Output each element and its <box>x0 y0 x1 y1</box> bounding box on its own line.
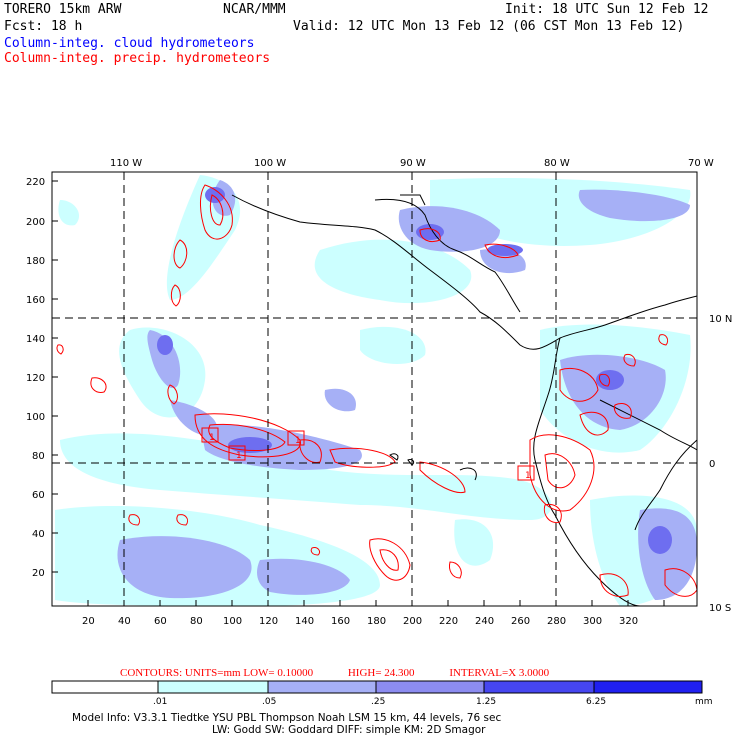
x-tick-label: 320 <box>619 616 638 627</box>
x-tick-label: 120 <box>259 616 278 627</box>
colorbar-unit: mm <box>695 697 713 707</box>
model-info: Model Info: V3.3.1 Tiedtke YSU PBL Thomp… <box>72 712 502 724</box>
y-tick-label: 100 <box>26 412 45 423</box>
y-tick-label: 60 <box>32 490 45 501</box>
forecast-hour: Fcst: 18 h <box>4 19 83 34</box>
x-tick-label: 100 <box>223 616 242 627</box>
graticule <box>52 172 697 606</box>
x-tick-label: 300 <box>583 616 602 627</box>
x-tick-label: 80 <box>190 616 203 627</box>
lat-label: 10 N <box>709 314 732 325</box>
colorbar-level: 6.25 <box>586 697 607 707</box>
init-time: Init: 18 UTC Sun 12 Feb 12 <box>505 2 709 17</box>
x-tick-label: 260 <box>511 616 530 627</box>
y-tick-label: 20 <box>32 568 45 579</box>
axis-ticks <box>52 180 665 606</box>
lon-label: 70 W <box>688 158 714 169</box>
x-tick-label: 180 <box>367 616 386 627</box>
lon-label: 90 W <box>400 158 426 169</box>
y-tick-label: 140 <box>26 334 45 345</box>
contour-high: HIGH= 24.300 <box>347 667 415 679</box>
box-label: 1 <box>209 433 214 443</box>
shaded-fields <box>55 175 697 606</box>
contour-info: CONTOURS: UNITS=mm LOW= 0.10000 HIGH= 24… <box>120 667 581 679</box>
colorbar-level: .05 <box>262 697 277 707</box>
colorbar-level: 1.25 <box>476 697 497 707</box>
lon-label: 110 W <box>110 158 142 169</box>
lat-label: 10 S <box>709 603 731 614</box>
precip-contours <box>56 184 697 597</box>
y-tick-label: 220 <box>26 177 45 188</box>
colorbar-level: .25 <box>371 697 386 707</box>
box-label: 1 <box>236 451 241 461</box>
lon-label: 80 W <box>544 158 570 169</box>
y-tick-label: 120 <box>26 373 45 384</box>
x-tick-label: 20 <box>82 616 95 627</box>
lat-label: 0 <box>709 459 715 470</box>
box-label: 1 <box>295 436 300 446</box>
x-tick-label: 60 <box>154 616 167 627</box>
coastlines <box>231 194 697 606</box>
org-label: NCAR/MMM <box>223 2 286 17</box>
field-label-precip: Column-integ. precip. hydrometeors <box>4 51 271 66</box>
lon-label: 100 W <box>254 158 286 169</box>
valid-time: Valid: 12 UTC Mon 13 Feb 12 (06 CST Mon … <box>293 19 685 34</box>
field-label-cloud: Column-integ. cloud hydrometeors <box>4 36 255 51</box>
plot-frame <box>51 171 698 607</box>
contour-units: CONTOURS: UNITS=mm LOW= 0.10000 <box>120 667 314 679</box>
box-label: 1 <box>525 471 530 481</box>
colorbar-level: .01 <box>153 697 168 707</box>
contour-interval: INTERVAL=X 3.0000 <box>449 667 550 679</box>
x-tick-label: 220 <box>439 616 458 627</box>
x-tick-label: 240 <box>475 616 494 627</box>
y-tick-label: 80 <box>32 451 45 462</box>
model-physics: LW: Godd SW: Goddard DIFF: simple KM: 2D… <box>212 724 486 736</box>
y-tick-label: 40 <box>32 529 45 540</box>
x-tick-label: 200 <box>403 616 422 627</box>
model-title: TORERO 15km ARW <box>4 2 122 17</box>
contour-boxes: 1 1 1 1 <box>201 427 535 481</box>
y-tick-label: 180 <box>26 256 45 267</box>
x-tick-label: 140 <box>295 616 314 627</box>
y-tick-label: 160 <box>26 295 45 306</box>
x-tick-label: 40 <box>118 616 131 627</box>
color-bar <box>51 680 703 694</box>
x-tick-label: 280 <box>547 616 566 627</box>
y-tick-label: 200 <box>26 217 45 228</box>
x-tick-label: 160 <box>331 616 350 627</box>
